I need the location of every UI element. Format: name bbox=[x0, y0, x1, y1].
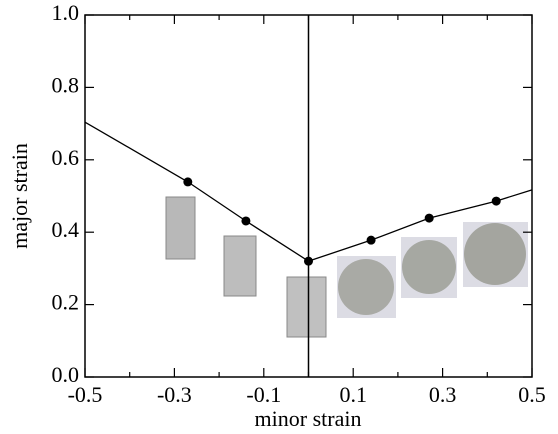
x-tick-label: -0.1 bbox=[246, 382, 281, 407]
data-point bbox=[424, 213, 434, 223]
x-tick-label: 0.5 bbox=[518, 382, 546, 407]
data-point bbox=[304, 256, 313, 266]
y-tick-label: 0.4 bbox=[52, 217, 80, 242]
y-axis-label: major strain bbox=[7, 143, 32, 249]
specimen-photo bbox=[338, 259, 394, 315]
specimen-photo bbox=[464, 223, 526, 285]
curve bbox=[84, 121, 533, 262]
y-tick-label: 0.6 bbox=[52, 145, 80, 170]
data-point bbox=[491, 196, 501, 206]
specimen-photo bbox=[165, 196, 196, 260]
x-tick-label: -0.3 bbox=[157, 382, 192, 407]
specimen-photos bbox=[165, 196, 528, 338]
y-tick-label: 1.0 bbox=[52, 0, 80, 25]
specimen-photo bbox=[402, 240, 456, 294]
x-tick-label: -0.5 bbox=[68, 382, 103, 407]
x-tick-label: 0.3 bbox=[429, 382, 457, 407]
y-tick-label: 0.2 bbox=[52, 290, 80, 315]
x-axis-label: minor strain bbox=[255, 406, 362, 431]
y-tick-label: 0.8 bbox=[52, 72, 80, 97]
specimen-photo bbox=[223, 235, 257, 297]
data-point bbox=[366, 235, 376, 245]
specimen-photo bbox=[286, 276, 327, 338]
data-point bbox=[183, 177, 193, 187]
y-tick-label: 0.0 bbox=[52, 362, 80, 387]
x-tick-label: 0.1 bbox=[339, 382, 367, 407]
data-point bbox=[241, 216, 251, 226]
